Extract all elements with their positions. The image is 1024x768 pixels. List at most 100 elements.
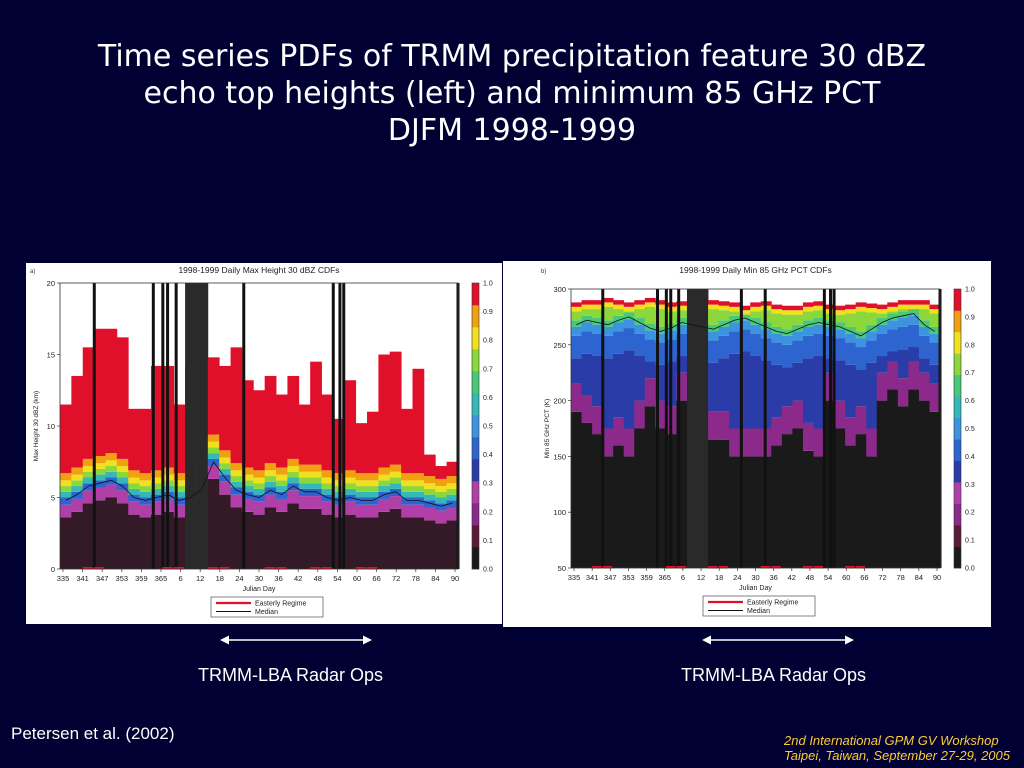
heatmap-cell — [708, 324, 719, 332]
heatmap-cell — [929, 364, 941, 384]
heatmap-cell — [310, 471, 322, 478]
heatmap-cell — [253, 494, 266, 502]
heatmap-cell — [644, 297, 656, 303]
heatmap-cell — [344, 494, 357, 502]
heatmap-cells — [571, 289, 941, 568]
x-tick-label: 78 — [897, 573, 905, 582]
colorbar-segment — [472, 349, 479, 372]
heatmap-cell — [866, 362, 878, 429]
heatmap-cell — [739, 351, 751, 429]
x-tick-label: 42 — [788, 573, 796, 582]
heatmap-cell — [866, 312, 878, 325]
colorbar-label: 0.6 — [965, 398, 975, 405]
heatmap-cell — [655, 304, 667, 310]
easterly-marker — [676, 566, 686, 569]
heatmap-cell — [876, 333, 888, 356]
heatmap-cell — [592, 309, 604, 319]
colorbar-label: 0.9 — [965, 314, 975, 321]
dark-band — [242, 283, 246, 569]
heatmap-cell — [423, 454, 436, 477]
heatmap-cell — [253, 477, 266, 484]
heatmap-cell — [389, 464, 402, 472]
heatmap-cell — [634, 318, 646, 325]
legend-easterly-label: Easterly Regime — [747, 600, 798, 607]
heatmap-cell — [105, 328, 118, 454]
heatmap-cell — [929, 313, 941, 327]
heatmap-cell — [435, 497, 448, 504]
heatmap-cell — [876, 304, 888, 310]
x-tick-label: 30 — [255, 574, 263, 583]
heatmap-cell — [602, 428, 614, 457]
colorbar-segment — [954, 289, 961, 311]
heatmap-cell — [116, 337, 129, 459]
heatmap-cell — [855, 311, 867, 332]
median-line — [65, 460, 453, 507]
heatmap-cell — [655, 342, 667, 365]
heatmap-cell — [264, 507, 277, 569]
heatmap-cell — [623, 428, 635, 457]
heatmap-cell — [435, 491, 448, 498]
heatmap-cell — [571, 411, 582, 568]
title-line-3: DJFM 1998-1999 — [387, 113, 637, 148]
heatmap-cell — [781, 367, 793, 407]
heatmap-cell — [116, 477, 129, 484]
dark-band — [739, 289, 743, 568]
colorbar-segment — [954, 353, 961, 376]
heatmap-cell — [845, 309, 857, 314]
colorbar-segment — [954, 525, 961, 547]
easterly-marker — [173, 567, 184, 570]
easterly-marker — [771, 566, 781, 569]
heatmap-cell — [771, 313, 783, 327]
heatmap-cell — [676, 333, 688, 356]
legend-median-label: Median — [747, 608, 770, 615]
heatmap-cell — [802, 422, 814, 451]
heatmap-cell — [367, 411, 379, 474]
dark-band — [174, 283, 178, 569]
heatmap-cell — [571, 311, 582, 321]
heatmap-cell — [845, 304, 857, 310]
heatmap-cell — [60, 491, 72, 498]
dark-band — [151, 283, 155, 569]
heatmap-cell — [592, 318, 604, 325]
heatmap-cell — [834, 314, 846, 323]
heatmap-cell — [401, 491, 413, 498]
heatmap-cell — [276, 511, 288, 569]
heatmap-cell — [276, 480, 288, 487]
colorbar-segment — [954, 546, 961, 569]
radar-ops-caption-left: TRMM-LBA Radar Ops — [198, 665, 384, 685]
heatmap-cell — [310, 477, 322, 484]
heatmap-cell — [676, 372, 688, 401]
heatmap-cell — [634, 324, 646, 334]
heatmap-cell — [423, 476, 436, 484]
colorbar-segment — [472, 327, 479, 350]
heatmap-cell — [150, 488, 163, 495]
heatmap-cell — [71, 375, 84, 468]
heatmap-cell — [718, 310, 730, 321]
heatmap-cell — [834, 322, 846, 330]
heatmap-cell — [367, 491, 379, 498]
heatmap-cell — [855, 434, 867, 568]
x-tick-label: 36 — [769, 573, 777, 582]
x-tick-label: 347 — [96, 574, 109, 583]
heatmap-cell — [897, 349, 909, 379]
heatmap-cell — [94, 480, 106, 488]
heatmap-cell — [401, 504, 413, 518]
heatmap-cell — [423, 500, 436, 508]
heatmap-cell — [592, 355, 604, 407]
heatmap-cell — [423, 488, 436, 495]
colorbar-frame — [953, 288, 962, 569]
heatmap-cell — [676, 400, 688, 568]
heatmap-cell — [834, 360, 846, 401]
colorbar-segment — [472, 371, 479, 394]
heatmap-cell — [918, 400, 930, 568]
x-tick-label: 365 — [658, 573, 671, 582]
heatmap-cell — [401, 486, 413, 492]
heatmap-cell — [173, 473, 186, 481]
heatmap-cell — [435, 523, 448, 569]
y-tick-label: 20 — [47, 279, 55, 288]
radar-ops-arrow-left — [220, 635, 372, 645]
heatmap-cell — [298, 488, 311, 497]
heatmap-cell — [139, 408, 152, 474]
citation: Petersen et al. (2002) — [11, 724, 175, 743]
heatmap-cell — [264, 470, 277, 477]
